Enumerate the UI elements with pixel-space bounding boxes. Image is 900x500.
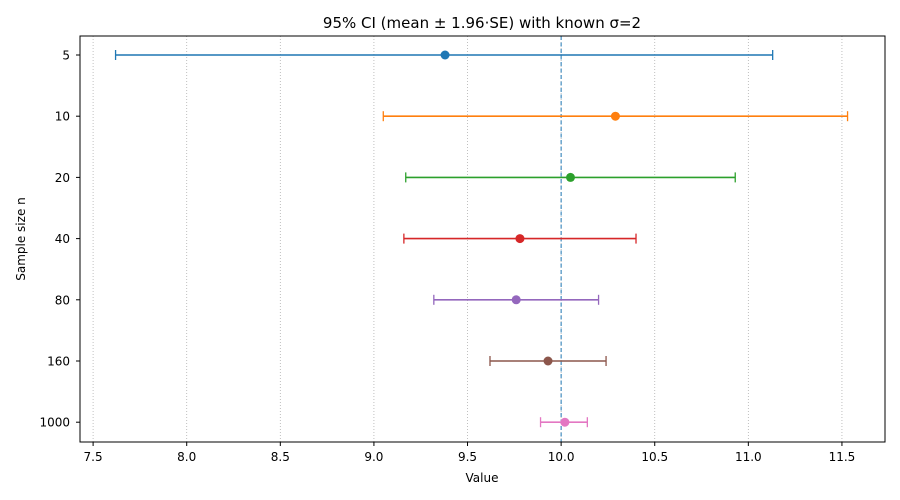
x-axis-label: Value (466, 471, 499, 485)
mean-point (565, 172, 575, 182)
y-tick-label: 1000 (39, 416, 70, 430)
x-tick-label: 8.5 (271, 450, 290, 464)
y-tick-label: 10 (55, 110, 70, 124)
x-tick-label: 10.0 (548, 450, 575, 464)
mean-point (610, 111, 620, 121)
error-bar-n-5 (114, 50, 774, 60)
x-tick-label: 9.5 (458, 450, 477, 464)
y-tick-label: 5 (62, 49, 70, 63)
error-bar-n-20 (405, 172, 736, 183)
x-tick-label: 7.5 (84, 450, 103, 464)
mean-point (440, 50, 450, 60)
error-bar-n-80 (433, 294, 600, 305)
mean-point (543, 356, 553, 366)
chart-title: 95% CI (mean ± 1.96·SE) with known σ=2 (323, 14, 641, 32)
error-bar-n-1000 (539, 417, 588, 428)
x-tick-label: 9.0 (364, 450, 383, 464)
y-tick-label: 40 (55, 232, 70, 246)
error-bar-n-40 (403, 233, 637, 244)
y-axis-ticks: 5 10 20 40 80 160 1000 (39, 49, 80, 430)
mean-point (560, 417, 570, 427)
y-tick-label: 160 (47, 355, 70, 369)
x-axis-ticks: 7.5 8.0 8.5 9.0 9.5 10.0 10.5 11.0 11.5 (84, 442, 856, 464)
y-tick-label: 20 (55, 171, 70, 185)
error-bar-n-160 (489, 356, 607, 366)
x-tick-label: 11.5 (829, 450, 856, 464)
y-axis-label: Sample size n (14, 197, 28, 281)
mean-point (511, 295, 521, 305)
x-tick-label: 11.0 (735, 450, 762, 464)
x-tick-label: 10.5 (641, 450, 668, 464)
error-bar-n-10 (382, 111, 849, 122)
y-tick-label: 80 (55, 293, 70, 307)
error-bars (114, 50, 849, 428)
x-tick-label: 8.0 (177, 450, 196, 464)
mean-point (515, 234, 525, 244)
